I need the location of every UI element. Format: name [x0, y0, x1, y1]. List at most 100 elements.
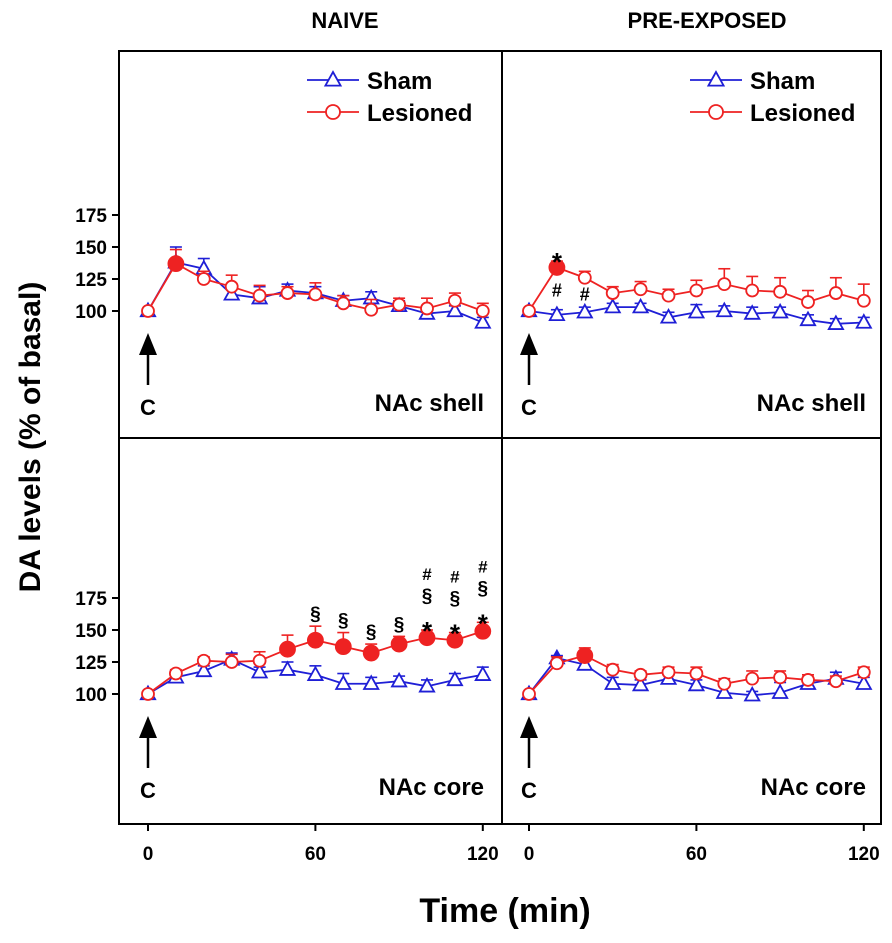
significance-mark: *: [552, 247, 563, 277]
lesioned-point: [605, 286, 620, 300]
sham-point: [604, 674, 622, 690]
lesioned-point: [224, 655, 239, 669]
lesioned-point: [141, 304, 155, 318]
y-tick-label: 175: [75, 206, 107, 227]
lesioned-point: [773, 670, 787, 685]
legend-label: Sham: [750, 68, 815, 95]
injection-arrow-head: [139, 333, 157, 355]
lesioned-point: [522, 304, 536, 318]
y-tick-label: 125: [75, 653, 107, 674]
lesioned-point: [605, 662, 620, 677]
lesioned-point: [334, 638, 352, 656]
lesioned-point: [362, 644, 380, 662]
x-tick-label: 60: [305, 844, 326, 865]
lesioned-point: [801, 295, 815, 309]
region-label: NAc shell: [375, 390, 484, 417]
significance-hash: #: [552, 281, 562, 301]
sham-point: [827, 314, 845, 330]
sham-point: [418, 676, 436, 693]
significance-mark: *: [478, 608, 489, 638]
lesioned-point: [717, 277, 732, 292]
lesioned-point: [661, 665, 676, 680]
significance-hash: #: [580, 284, 590, 304]
lesioned-point: [689, 666, 704, 681]
column-title-naive: NAIVE: [311, 8, 378, 33]
sham-point: [548, 305, 566, 321]
lesioned-point: [856, 293, 871, 308]
lesioned-point: [801, 673, 815, 687]
region-label: NAc shell: [757, 390, 866, 417]
lesioned-point: [475, 304, 490, 318]
lesioned-point: [196, 653, 211, 668]
x-tick-label: 0: [524, 844, 535, 865]
lesioned-point: [390, 635, 408, 653]
significance-mark: §: [422, 586, 433, 607]
lesioned-point: [829, 674, 843, 689]
significance-mark: *: [422, 616, 433, 646]
sham-point: [659, 308, 678, 324]
lesioned-point: [577, 270, 592, 285]
sham-point: [278, 660, 297, 676]
injection-arrow-head: [520, 333, 538, 355]
y-tick-label: 100: [75, 302, 107, 323]
sham-point: [604, 297, 622, 314]
sham-point: [687, 675, 706, 692]
legend-label: Lesioned: [367, 100, 472, 127]
lesioned-point: [196, 272, 211, 286]
sham-point: [195, 661, 213, 678]
lesioned-point: [522, 687, 536, 701]
challenge-label: C: [521, 778, 537, 803]
legend-label: Lesioned: [750, 100, 855, 127]
significance-mark: §: [366, 622, 377, 643]
lesioned-point: [446, 631, 464, 649]
sham-point: [715, 683, 733, 699]
lesioned-point: [306, 631, 324, 649]
lesioned-point: [364, 302, 379, 317]
challenge-label: C: [521, 395, 537, 420]
sham-point: [474, 313, 492, 329]
lesioned-point: [224, 279, 239, 294]
sham-point: [855, 674, 873, 690]
significance-mark: *: [450, 619, 461, 649]
lesioned-point: [252, 653, 267, 668]
sham-point: [715, 301, 733, 318]
sham-point: [771, 683, 789, 699]
significance-mark: #: [478, 557, 488, 576]
sham-point: [362, 674, 380, 690]
column-title-pre-exposed: PRE-EXPOSED: [628, 8, 787, 33]
x-axis-title: Time (min): [419, 892, 590, 930]
y-axis-title: DA levels (% of basal): [14, 282, 47, 593]
legend-marker: [706, 70, 726, 87]
injection-arrow-head: [520, 716, 538, 738]
lesioned-point: [141, 687, 155, 701]
sham-point: [446, 301, 464, 318]
lesioned-point: [576, 647, 594, 664]
lesioned-point: [447, 293, 462, 308]
legend-marker: [323, 70, 343, 87]
lesioned-point: [745, 283, 760, 298]
lesioned-point: [420, 301, 434, 316]
lesioned-point: [661, 288, 676, 303]
lesioned-point: [167, 255, 185, 273]
challenge-label: C: [140, 778, 156, 803]
lesioned-point: [829, 286, 843, 300]
sham-point: [771, 302, 789, 319]
lesioned-point: [280, 286, 295, 300]
lesioned-point: [168, 666, 183, 681]
sham-point: [743, 685, 761, 702]
y-tick-label: 175: [75, 589, 107, 610]
sham-point: [446, 670, 464, 687]
lesioned-point: [856, 665, 871, 680]
significance-mark: #: [422, 565, 432, 584]
lesioned-point: [745, 671, 760, 686]
lesioned-point: [717, 676, 732, 691]
significance-mark: §: [310, 604, 321, 625]
sham-point: [306, 665, 325, 681]
significance-mark: §: [394, 614, 405, 635]
y-tick-label: 150: [75, 621, 107, 642]
y-tick-label: 100: [75, 685, 107, 706]
sham-point: [743, 304, 761, 320]
y-tick-label: 125: [75, 270, 107, 291]
legend-marker: [325, 104, 341, 120]
